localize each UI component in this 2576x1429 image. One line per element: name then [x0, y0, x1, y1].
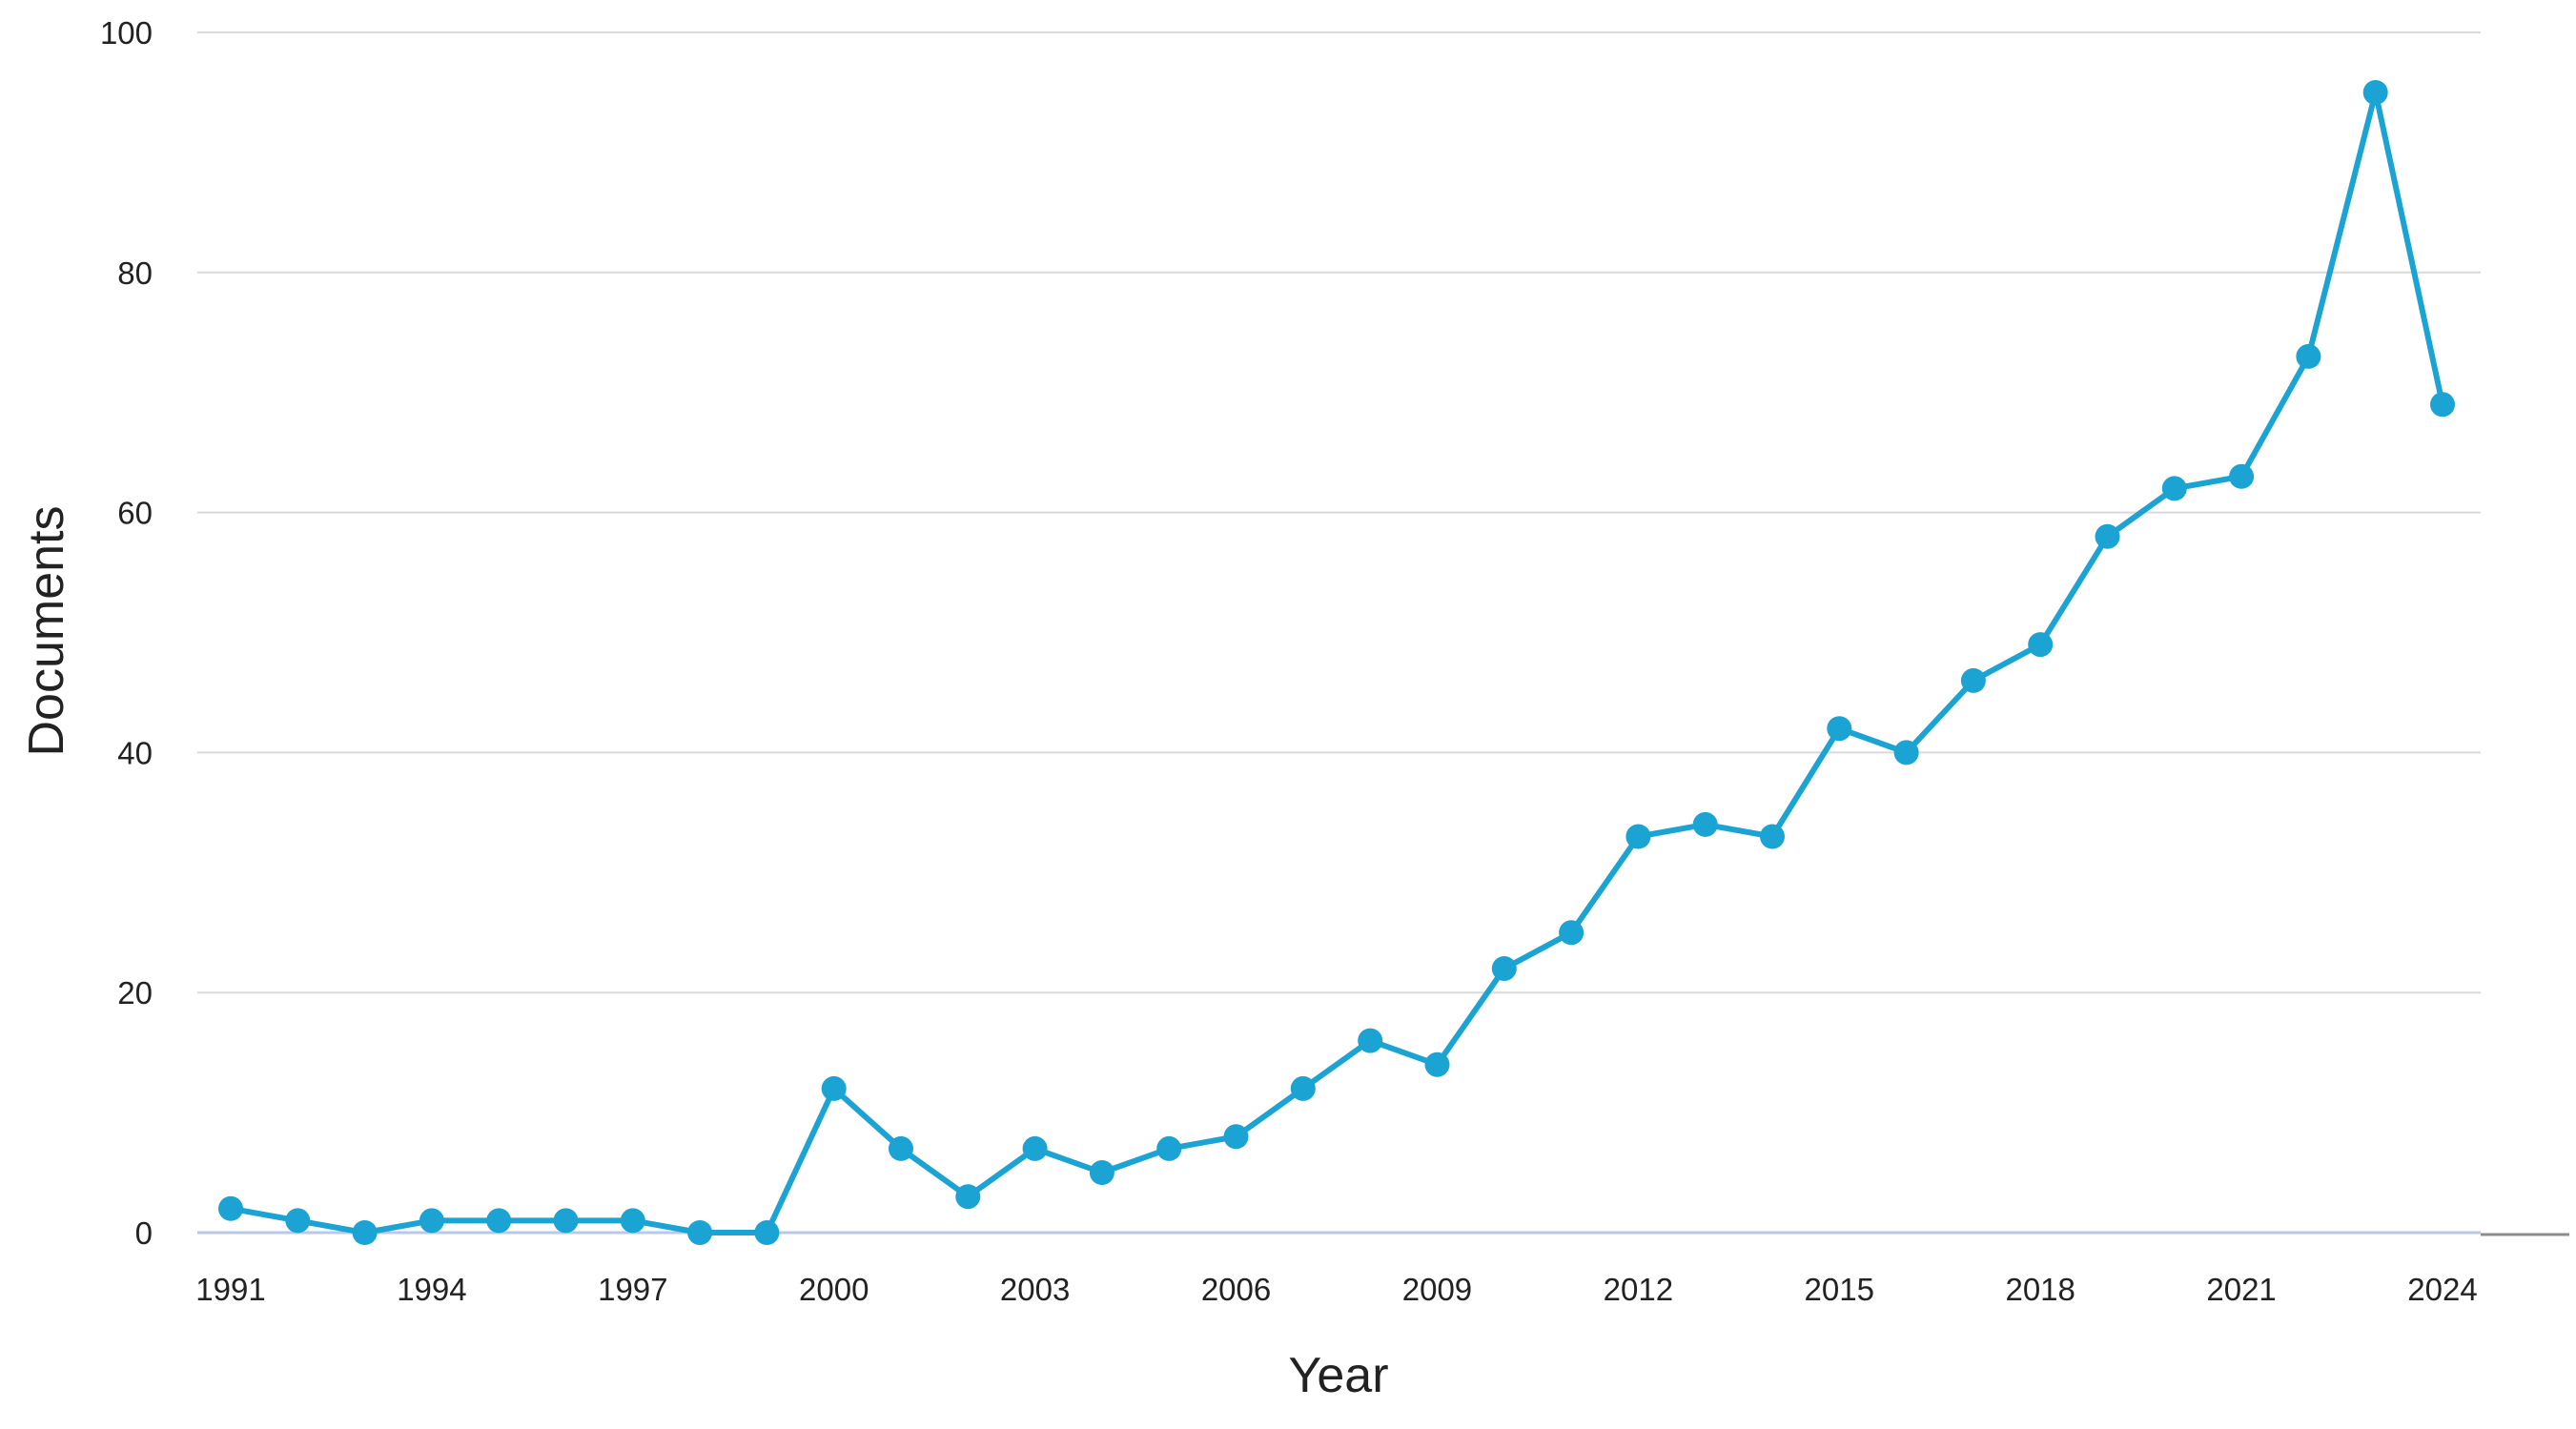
data-point-2002 [955, 1184, 981, 1210]
data-point-2019 [2095, 523, 2120, 549]
data-point-2007 [1290, 1075, 1316, 1101]
data-point-2017 [1960, 667, 1986, 693]
data-point-2010 [1491, 956, 1517, 981]
x-tick-label: 2003 [1000, 1272, 1070, 1307]
y-tick-label: 80 [117, 255, 153, 291]
data-point-1998 [687, 1220, 713, 1245]
data-point-1994 [419, 1208, 444, 1234]
y-tick-label: 0 [135, 1215, 153, 1251]
data-point-2011 [1559, 920, 1584, 946]
data-point-2012 [1625, 824, 1651, 849]
data-point-1997 [620, 1208, 645, 1234]
x-tick-label: 2021 [2206, 1272, 2276, 1307]
data-point-2013 [1692, 811, 1718, 837]
data-point-2008 [1358, 1028, 1383, 1053]
x-tick-label: 2018 [2005, 1272, 2075, 1307]
y-tick-label: 40 [117, 735, 153, 770]
y-axis-title: Documents [19, 506, 74, 757]
data-point-1999 [754, 1220, 780, 1245]
data-point-2001 [889, 1135, 913, 1161]
data-point-2022 [2296, 343, 2321, 369]
x-tick-label: 1994 [397, 1272, 466, 1307]
x-tick-label: 1991 [195, 1272, 265, 1307]
x-tick-label: 2012 [1604, 1272, 1673, 1307]
data-point-2005 [1156, 1135, 1182, 1161]
gridlines [197, 31, 2569, 1236]
data-point-2009 [1424, 1051, 1450, 1077]
data-point-1991 [218, 1195, 243, 1221]
y-tick-label: 20 [117, 975, 153, 1011]
y-tick-label: 60 [117, 496, 153, 531]
x-tick-label: 2024 [2407, 1272, 2477, 1307]
data-point-2014 [1760, 824, 1785, 849]
y-axis-ticks: 0 20 40 60 80 100 [100, 15, 153, 1251]
x-tick-label: 2006 [1201, 1272, 1271, 1307]
x-axis-title: Year [1288, 1348, 1388, 1403]
x-tick-label: 2015 [1805, 1272, 1874, 1307]
x-tick-label: 2009 [1402, 1272, 1472, 1307]
data-point-2016 [1893, 740, 1919, 766]
data-point-2021 [2229, 463, 2255, 489]
x-tick-label: 2000 [799, 1272, 869, 1307]
data-point-2018 [2028, 632, 2054, 658]
data-point-2006 [1223, 1124, 1249, 1150]
y-tick-label: 100 [100, 15, 153, 51]
data-point-2020 [2161, 476, 2187, 501]
data-point-2024 [2430, 392, 2455, 418]
data-point-2000 [821, 1075, 847, 1101]
series-documents [218, 80, 2455, 1245]
data-point-1996 [553, 1208, 579, 1234]
data-point-2004 [1089, 1160, 1114, 1185]
data-point-2015 [1827, 716, 1852, 742]
data-point-2003 [1022, 1135, 1048, 1161]
x-axis-ticks: 1991 1994 1997 2000 2003 2006 2009 2012 2015 2018… [195, 1272, 2477, 1307]
data-point-2023 [2362, 80, 2388, 105]
data-point-1995 [486, 1208, 512, 1234]
data-point-1993 [352, 1220, 378, 1245]
x-tick-label: 1997 [598, 1272, 667, 1307]
series-line [228, 90, 2445, 1235]
data-point-1992 [285, 1208, 311, 1234]
